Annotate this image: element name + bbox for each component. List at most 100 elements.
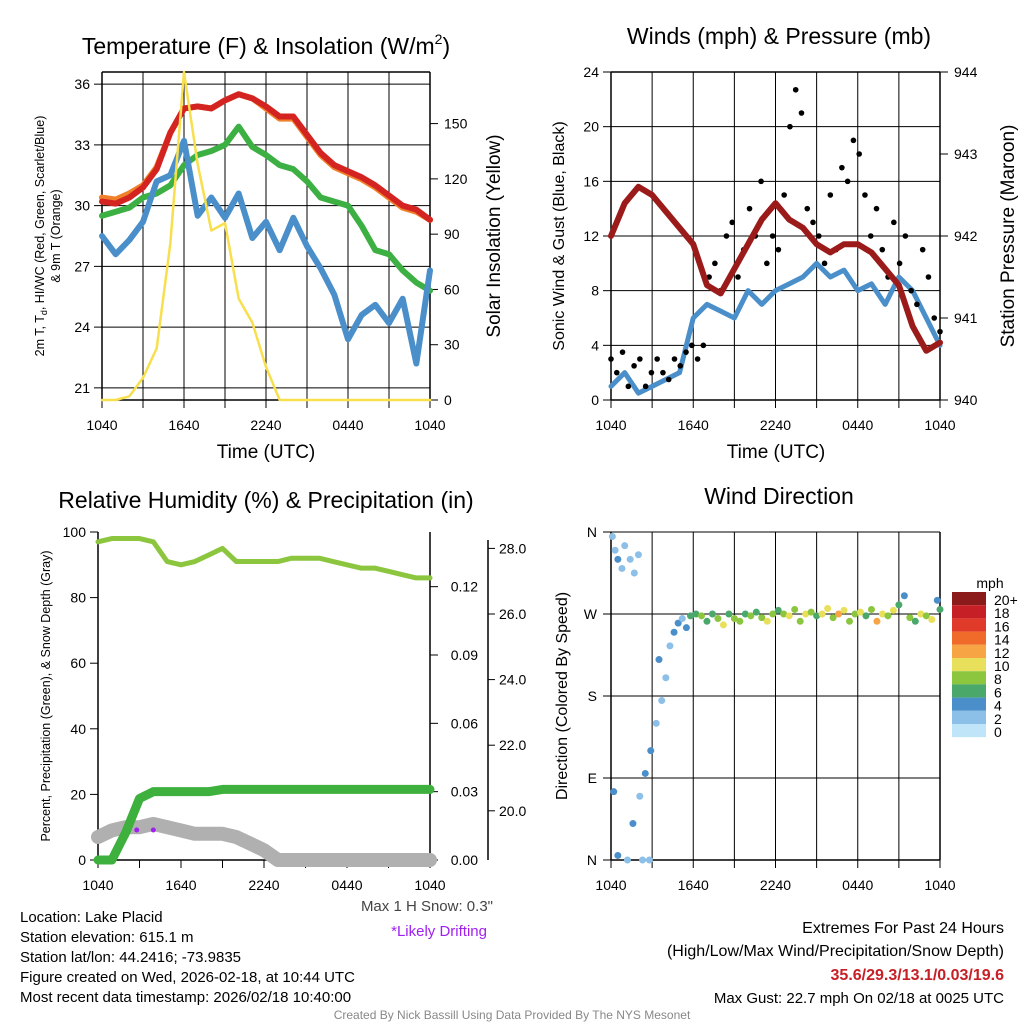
temp-ylabel-2: & 9m T (Orange) — [49, 189, 63, 282]
legend-label: 10 — [994, 658, 1010, 674]
gust-point — [723, 233, 730, 239]
wind-y-tick-label: 4 — [591, 337, 599, 353]
wdir-panel-title: Wind Direction — [704, 483, 854, 509]
direction-point — [641, 769, 649, 777]
wind-y2label: Station Pressure (Maroon) — [998, 125, 1019, 348]
direction-point — [741, 610, 749, 618]
gust-point — [879, 246, 886, 253]
gust-point — [660, 369, 666, 376]
direction-point — [608, 533, 616, 541]
direction-point — [840, 606, 848, 614]
legend-swatch — [952, 684, 986, 698]
rh-y-tick-label: 100 — [63, 524, 87, 540]
gust-point — [613, 369, 620, 376]
wind-y-tick-label: 16 — [583, 173, 599, 189]
temp-y-tick-label: 24 — [74, 319, 90, 335]
footer-latlon: Station lat/lon: 44.2416; -73.9835 — [20, 949, 241, 966]
gust-point — [671, 356, 678, 362]
legend-swatch — [952, 697, 986, 711]
direction-point — [747, 612, 755, 620]
insolation-y-tick-label: 0 — [444, 392, 452, 408]
gust-point — [850, 137, 857, 144]
gust-point — [764, 260, 770, 267]
drifting-marker — [150, 827, 156, 833]
gust-point — [919, 246, 926, 253]
rh-y-tick-label: 40 — [70, 721, 86, 737]
x-tick-label: 1040 — [414, 417, 445, 433]
direction-point — [636, 792, 644, 800]
direction-tick-label: S — [588, 688, 597, 704]
direction-point — [630, 569, 638, 577]
direction-point — [758, 614, 766, 622]
snow-y-tick-label: 20.0 — [499, 803, 526, 819]
direction-point — [818, 610, 826, 618]
direction-point — [670, 628, 678, 636]
direction-point — [618, 564, 626, 572]
gust-point — [821, 260, 828, 267]
direction-point — [769, 610, 777, 618]
gust-point — [683, 349, 689, 355]
temp-xlabel: Time (UTC) — [217, 442, 316, 463]
direction-point — [725, 610, 733, 618]
direction-point — [917, 610, 925, 618]
pressure-y-tick-label: 941 — [954, 310, 978, 326]
direction-point — [829, 614, 837, 622]
direction-point — [687, 612, 695, 620]
legend-label: 18 — [994, 605, 1010, 621]
temp-y-tick-label: 30 — [74, 198, 90, 214]
gust-point — [931, 315, 938, 321]
x-tick-label: 2240 — [250, 417, 281, 433]
direction-point — [614, 555, 622, 563]
direction-point — [645, 856, 653, 864]
direction-point — [911, 617, 919, 625]
direction-point — [895, 601, 903, 609]
direction-point — [611, 546, 619, 554]
footer-created: Figure created on Wed, 2026-02-18, at 10… — [20, 969, 355, 986]
gust-point — [902, 233, 909, 239]
credit: Created By Nick Bassill Using Data Provi… — [334, 1008, 691, 1022]
temp-y2label: Solar Insolation (Yellow) — [484, 134, 505, 337]
wind-y-tick-label: 12 — [583, 228, 599, 244]
direction-point — [692, 610, 700, 618]
x-tick-label: 1040 — [82, 877, 113, 893]
gust-point — [839, 164, 845, 171]
x-tick-label: 1640 — [678, 877, 709, 893]
direction-point — [824, 605, 832, 613]
temp-panel-title: Temperature (F) & Insolation (W/m2) — [82, 31, 450, 59]
direction-point — [851, 610, 859, 618]
direction-point — [933, 596, 941, 604]
direction-point — [626, 555, 634, 563]
rh-ylabel: Percent, Precipitation (Green), & Snow D… — [39, 550, 53, 841]
x-tick-label: 1640 — [678, 417, 709, 433]
precip-y-tick-label: 0.00 — [451, 852, 478, 868]
x-tick-label: 0440 — [332, 417, 363, 433]
direction-point — [730, 615, 738, 623]
direction-point — [928, 615, 936, 623]
gust-point — [810, 219, 816, 226]
series-precip — [93, 784, 435, 865]
direction-point — [802, 610, 810, 618]
gust-point — [689, 342, 695, 349]
direction-point — [780, 610, 788, 618]
rh-y-tick-label: 0 — [78, 852, 86, 868]
x-tick-label: 1640 — [165, 877, 196, 893]
wind-y-tick-label: 8 — [591, 283, 599, 299]
direction-point — [610, 788, 618, 796]
direction-point — [906, 614, 914, 622]
temp-ylabel: 2m T, Td, HI/WC (Red, Green, Scarlet/Blu… — [33, 116, 49, 357]
gust-point — [648, 369, 655, 376]
gust-point — [769, 233, 776, 239]
wind-y-tick-label: 20 — [583, 119, 599, 135]
legend-label: 12 — [994, 645, 1010, 661]
gust-point — [804, 205, 811, 212]
x-tick-label: 1040 — [86, 417, 117, 433]
gust-point — [654, 356, 660, 362]
series-td — [99, 123, 433, 294]
direction-point — [674, 619, 682, 627]
x-tick-label: 1040 — [414, 877, 445, 893]
gust-point — [700, 342, 707, 349]
gust-point — [937, 328, 943, 335]
series-insolation — [100, 70, 432, 402]
direction-point — [655, 656, 663, 664]
